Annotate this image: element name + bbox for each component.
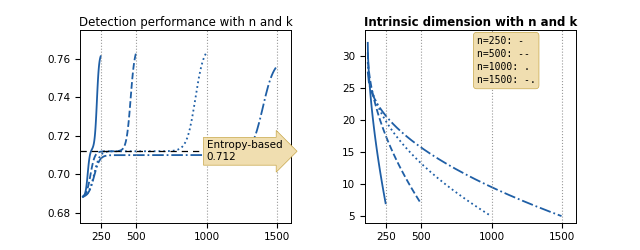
Title: Intrinsic dimension with n and k: Intrinsic dimension with n and k xyxy=(364,16,577,29)
Text: n=250: -
n=500: --
n=1000: .
n=1500: -.: n=250: - n=500: -- n=1000: . n=1500: -. xyxy=(477,36,536,86)
Title: Detection performance with n and k: Detection performance with n and k xyxy=(79,16,292,29)
Text: Entropy-based
0.712: Entropy-based 0.712 xyxy=(207,140,282,162)
